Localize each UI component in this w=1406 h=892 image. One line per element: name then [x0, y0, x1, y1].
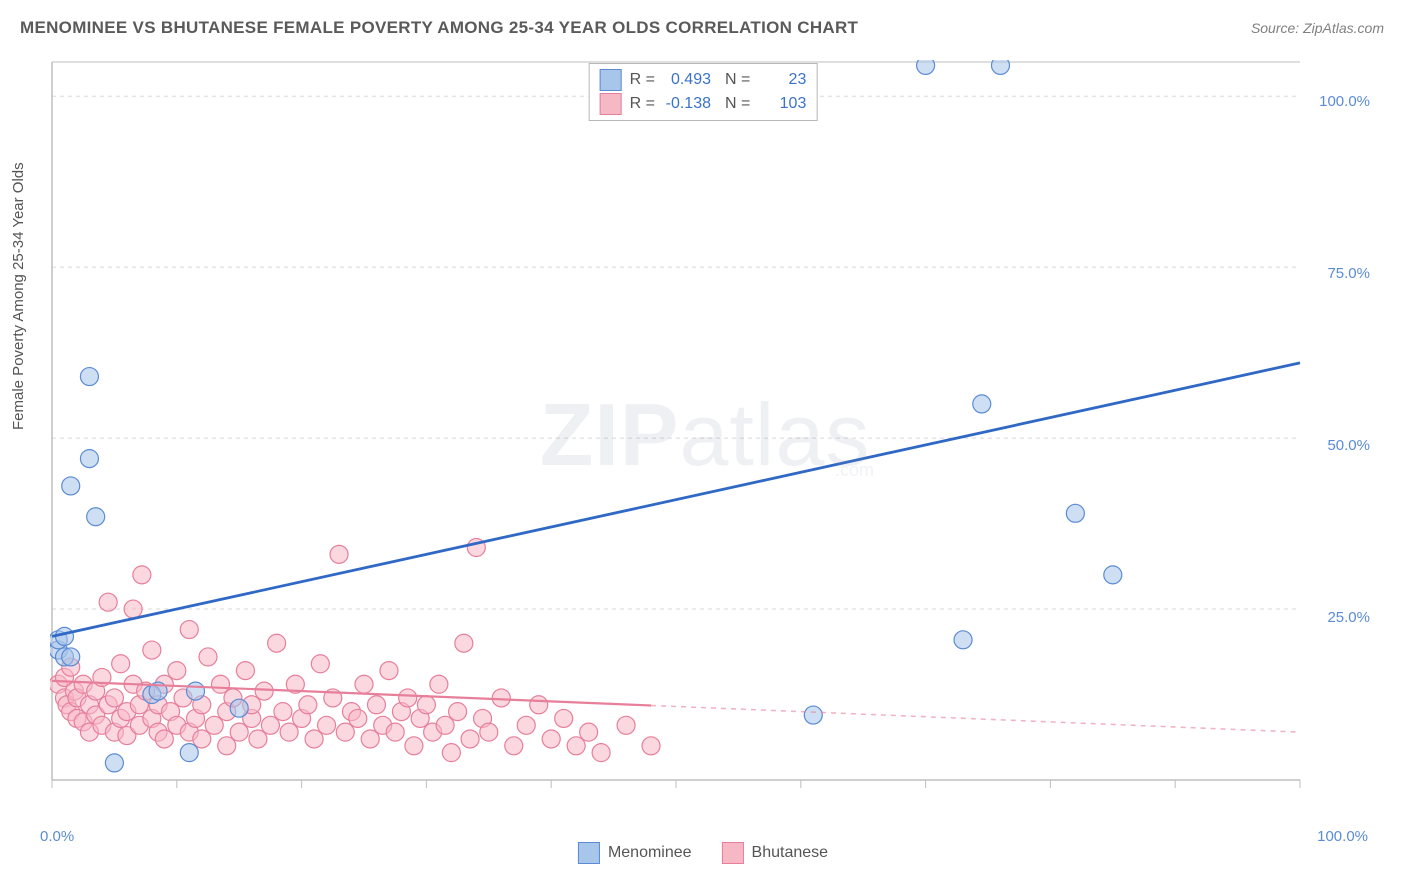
legend-item-bhutanese: Bhutanese — [722, 842, 829, 864]
r-value: -0.138 — [663, 95, 711, 113]
y-axis-label: Female Poverty Among 25-34 Year Olds — [10, 162, 27, 430]
legend-item-menominee: Menominee — [578, 842, 692, 864]
x-tick-100: 100.0% — [1317, 828, 1368, 845]
r-label: R = — [630, 71, 655, 89]
legend-swatch-menominee — [600, 69, 622, 91]
legend-swatch-bhutanese — [722, 842, 744, 864]
series-legend: Menominee Bhutanese — [578, 842, 828, 864]
y-tick-50: 50.0% — [1327, 437, 1370, 454]
y-tick-25: 25.0% — [1327, 609, 1370, 626]
scatter-plot — [50, 60, 1360, 820]
legend-label: Menominee — [608, 844, 692, 862]
legend-swatch-bhutanese — [600, 93, 622, 115]
correlation-legend-row-1: R = -0.138 N = 103 — [600, 92, 807, 116]
chart-area: ZIPatlas .com — [50, 60, 1360, 820]
r-label: R = — [630, 95, 655, 113]
correlation-legend: R = 0.493 N = 23 R = -0.138 N = 103 — [589, 63, 818, 121]
correlation-legend-row-0: R = 0.493 N = 23 — [600, 68, 807, 92]
n-label: N = — [725, 71, 750, 89]
n-label: N = — [725, 95, 750, 113]
y-tick-100: 100.0% — [1319, 93, 1370, 110]
chart-title: MENOMINEE VS BHUTANESE FEMALE POVERTY AM… — [20, 18, 858, 38]
y-tick-75: 75.0% — [1327, 265, 1370, 282]
legend-swatch-menominee — [578, 842, 600, 864]
source-attribution: Source: ZipAtlas.com — [1251, 20, 1384, 36]
x-tick-0: 0.0% — [40, 828, 74, 845]
legend-label: Bhutanese — [752, 844, 829, 862]
r-value: 0.493 — [663, 71, 711, 89]
n-value: 23 — [758, 71, 806, 89]
n-value: 103 — [758, 95, 806, 113]
